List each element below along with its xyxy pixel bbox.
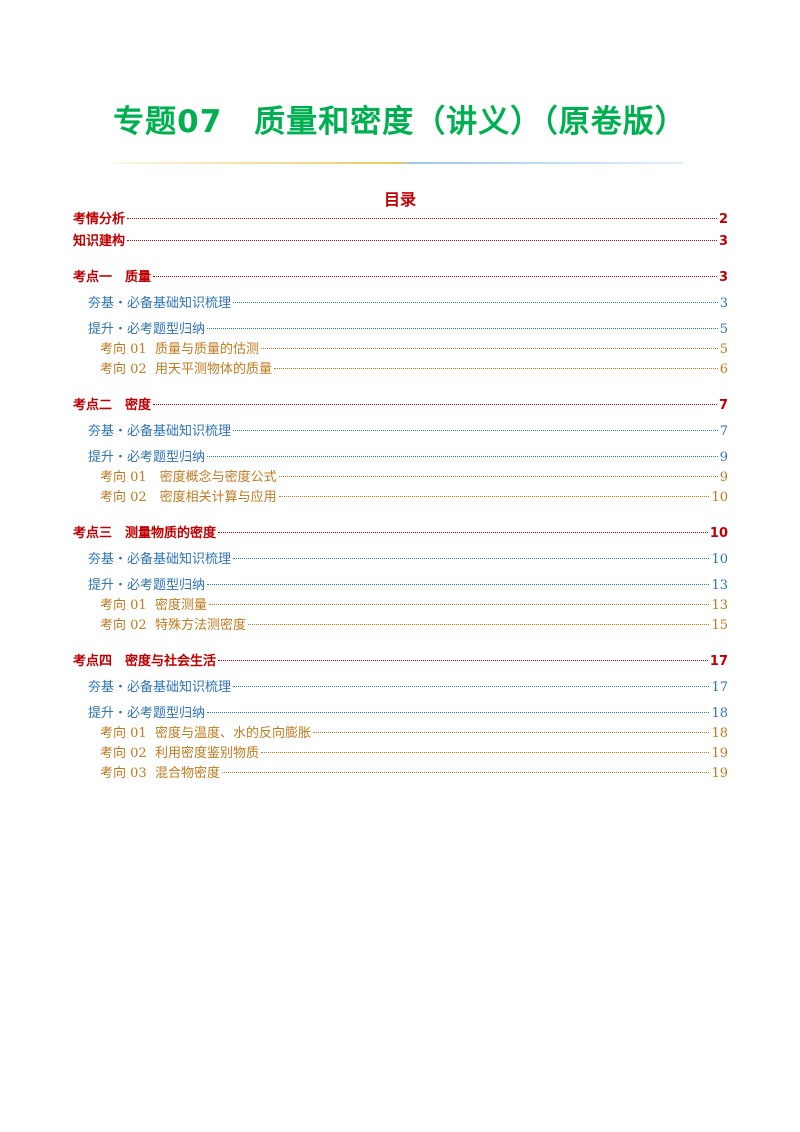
- entry-text: 考向 03 混合物密度: [100, 766, 220, 781]
- page-number: 3: [718, 270, 728, 285]
- toc-entry[interactable]: 夯基・必备基础知识梳理 7: [73, 422, 728, 442]
- entry-text: 考向 02 特殊方法测密度: [100, 618, 246, 633]
- page-number: 9: [719, 450, 728, 465]
- page-number: 9: [719, 470, 728, 485]
- doc-title: 专题07 质量和密度（讲义）（原卷版）: [113, 104, 687, 140]
- leader-dots: [127, 240, 717, 241]
- page-number: 15: [711, 618, 728, 633]
- leader-dots: [233, 558, 710, 559]
- page-number: 7: [718, 398, 728, 413]
- page-number: 3: [719, 296, 728, 311]
- leader-dots: [221, 772, 710, 773]
- leader-dots: [260, 348, 718, 349]
- toc-heading: 目录: [383, 190, 416, 209]
- leader-dots: [127, 218, 717, 219]
- leader-dots: [278, 476, 718, 477]
- page-number: 18: [711, 706, 728, 721]
- toc-entry[interactable]: 考点一 质量 3: [73, 268, 728, 288]
- toc-entry[interactable]: 提升・必考题型归纳 13: [73, 576, 728, 596]
- entry-text: 夯基・必备基础知识梳理: [88, 680, 232, 695]
- page-number: 10: [711, 552, 728, 567]
- toc-entry[interactable]: 夯基・必备基础知识梳理 3: [73, 294, 728, 314]
- page-number: 6: [719, 362, 728, 377]
- toc-entry[interactable]: 考向 01 密度与温度、水的反向膨胀 18: [73, 724, 728, 744]
- entry-text: 提升・必考题型归纳: [88, 578, 206, 593]
- toc-entry[interactable]: 提升・必考题型归纳 5: [73, 320, 728, 340]
- leader-dots: [207, 456, 718, 457]
- entry-text: 考点一 质量: [73, 270, 152, 285]
- leader-dots: [207, 712, 710, 713]
- entry-text: 夯基・必备基础知识梳理: [88, 296, 232, 311]
- toc-entry[interactable]: 考向 02 利用密度鉴别物质 19: [73, 744, 728, 764]
- toc-entry[interactable]: 考向 01 质量与质量的估测 5: [73, 340, 728, 360]
- divider: [115, 162, 683, 164]
- entry-text: 考情分析: [73, 212, 126, 227]
- toc-entry[interactable]: 知识建构 3: [73, 232, 728, 252]
- page-number: 7: [719, 424, 728, 439]
- toc-entry[interactable]: 考向 01 密度测量 13: [73, 596, 728, 616]
- toc-entry[interactable]: 考点四 密度与社会生活 17: [73, 652, 728, 672]
- toc-entry[interactable]: 夯基・必备基础知识梳理 17: [73, 678, 728, 698]
- leader-dots: [312, 732, 710, 733]
- page-number: 19: [711, 746, 728, 761]
- leader-dots: [233, 686, 710, 687]
- entry-text: 考向 01 密度与温度、水的反向膨胀: [100, 726, 311, 741]
- entry-text: 考点二 密度: [73, 398, 152, 413]
- entry-text: 考向 02 密度相关计算与应用: [100, 490, 277, 505]
- page-number: 13: [711, 578, 728, 593]
- toc-entry[interactable]: 提升・必考题型归纳 9: [73, 448, 728, 468]
- page-number: 17: [711, 680, 728, 695]
- entry-text: 提升・必考题型归纳: [88, 450, 206, 465]
- page-number: 5: [719, 342, 728, 357]
- toc-entry[interactable]: 考向 01 密度概念与密度公式 9: [73, 468, 728, 488]
- leader-dots: [153, 404, 717, 405]
- leader-dots: [218, 660, 708, 661]
- leader-dots: [153, 276, 717, 277]
- toc-entry[interactable]: 考向 02 密度相关计算与应用 10: [73, 488, 728, 508]
- entry-text: 考向 01 密度测量: [100, 598, 207, 613]
- toc-entry[interactable]: 夯基・必备基础知识梳理 10: [73, 550, 728, 570]
- leader-dots: [233, 430, 718, 431]
- toc: 考情分析 2 知识建构 3 考点一 质量 3 夯基・必备基础知识梳理 3 提升・必考题型归纳 5 考…: [73, 208, 728, 784]
- leader-dots: [233, 302, 718, 303]
- toc-entry[interactable]: 考向 03 混合物密度 19: [73, 764, 728, 784]
- toc-entry[interactable]: 考点三 测量物质的密度 10: [73, 524, 728, 544]
- toc-entry[interactable]: 考情分析 2: [73, 210, 728, 230]
- page-number: 17: [709, 654, 728, 669]
- toc-entry[interactable]: 考向 02 用天平测物体的质量 6: [73, 360, 728, 380]
- page-number: 5: [719, 322, 728, 337]
- page-number: 19: [711, 766, 728, 781]
- entry-text: 考点三 测量物质的密度: [73, 526, 217, 541]
- entry-text: 考向 01 质量与质量的估测: [100, 342, 259, 357]
- entry-text: 提升・必考题型归纳: [88, 706, 206, 721]
- entry-text: 知识建构: [73, 234, 126, 249]
- entry-text: 考点四 密度与社会生活: [73, 654, 217, 669]
- entry-text: 考向 01 密度概念与密度公式: [100, 470, 277, 485]
- toc-entry[interactable]: 考向 02 特殊方法测密度 15: [73, 616, 728, 636]
- page-number: 10: [711, 490, 728, 505]
- toc-entry[interactable]: 考点二 密度 7: [73, 396, 728, 416]
- entry-text: 提升・必考题型归纳: [88, 322, 206, 337]
- page-number: 10: [709, 526, 728, 541]
- leader-dots: [208, 604, 710, 605]
- entry-text: 考向 02 利用密度鉴别物质: [100, 746, 259, 761]
- entry-text: 夯基・必备基础知识梳理: [88, 424, 232, 439]
- page-number: 18: [711, 726, 728, 741]
- leader-dots: [273, 368, 718, 369]
- leader-dots: [207, 584, 710, 585]
- page-number: 3: [718, 234, 728, 249]
- page-number: 13: [711, 598, 728, 613]
- leader-dots: [260, 752, 710, 753]
- entry-text: 夯基・必备基础知识梳理: [88, 552, 232, 567]
- leader-dots: [207, 328, 718, 329]
- leader-dots: [247, 624, 710, 625]
- page-number: 2: [718, 212, 728, 227]
- leader-dots: [218, 532, 708, 533]
- leader-dots: [278, 496, 710, 497]
- toc-entry[interactable]: 提升・必考题型归纳 18: [73, 704, 728, 724]
- entry-text: 考向 02 用天平测物体的质量: [100, 362, 272, 377]
